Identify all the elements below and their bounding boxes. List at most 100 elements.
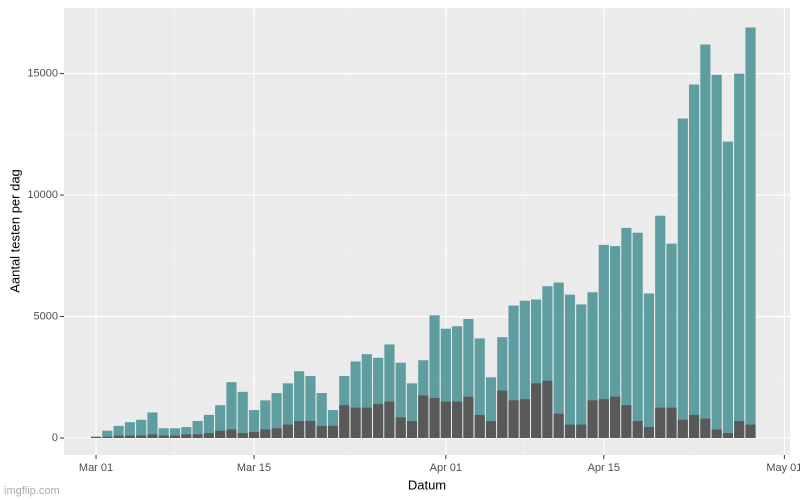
bar bbox=[260, 400, 271, 438]
y-tick-label: 5000 bbox=[34, 310, 58, 322]
bar bbox=[406, 383, 418, 438]
bar bbox=[294, 371, 305, 438]
bar bbox=[294, 420, 305, 438]
bar bbox=[373, 357, 384, 438]
bar bbox=[452, 326, 463, 438]
bar bbox=[643, 427, 655, 438]
bar bbox=[361, 354, 372, 438]
bar bbox=[316, 425, 327, 438]
bar bbox=[463, 318, 474, 438]
bar bbox=[677, 419, 688, 438]
bar bbox=[734, 420, 745, 438]
bar bbox=[384, 344, 395, 438]
bar bbox=[350, 361, 361, 438]
bar bbox=[711, 74, 722, 438]
x-tick-label: Mar 01 bbox=[79, 462, 113, 474]
bar bbox=[102, 436, 113, 438]
bar bbox=[553, 282, 564, 438]
x-tick-label: Apr 01 bbox=[430, 462, 462, 474]
bar bbox=[373, 403, 384, 438]
bar bbox=[237, 433, 248, 438]
bar bbox=[113, 435, 124, 438]
bar bbox=[215, 405, 226, 438]
bar bbox=[508, 400, 519, 438]
bar bbox=[136, 419, 147, 438]
bar bbox=[689, 84, 700, 438]
bar bbox=[463, 396, 474, 438]
bar bbox=[576, 424, 587, 438]
bar bbox=[474, 338, 485, 438]
bar bbox=[666, 407, 677, 438]
bar bbox=[158, 428, 169, 438]
bar bbox=[248, 410, 260, 438]
bar bbox=[226, 382, 237, 438]
bar bbox=[632, 232, 643, 438]
bar bbox=[745, 27, 756, 438]
bar bbox=[519, 300, 530, 438]
bar bbox=[497, 337, 508, 438]
bar bbox=[361, 407, 372, 438]
bar bbox=[587, 400, 598, 438]
bar bbox=[124, 435, 135, 438]
bar bbox=[102, 430, 113, 438]
bar bbox=[395, 362, 406, 438]
bar bbox=[147, 412, 158, 438]
bar bbox=[677, 118, 688, 438]
bar bbox=[745, 424, 756, 438]
bar bbox=[147, 434, 158, 438]
bar bbox=[621, 405, 632, 438]
bar bbox=[203, 433, 214, 438]
bar bbox=[711, 429, 722, 438]
bar bbox=[519, 399, 530, 438]
y-tick-label: 15000 bbox=[27, 67, 58, 79]
x-tick-label: Apr 15 bbox=[588, 462, 620, 474]
bars bbox=[90, 27, 756, 438]
bar bbox=[305, 376, 316, 438]
bar bbox=[181, 434, 192, 438]
bar bbox=[192, 420, 203, 438]
bar bbox=[452, 401, 463, 438]
bar bbox=[485, 420, 497, 438]
bar bbox=[643, 293, 655, 438]
bar bbox=[576, 304, 587, 438]
bar bbox=[316, 393, 327, 438]
bar bbox=[260, 429, 271, 438]
bar bbox=[621, 227, 632, 438]
bar bbox=[282, 383, 293, 438]
bar bbox=[226, 429, 237, 438]
bar bbox=[564, 294, 576, 438]
x-tick-label: May 01 bbox=[766, 462, 800, 474]
bar bbox=[305, 420, 316, 438]
bar bbox=[169, 435, 181, 438]
bar bbox=[440, 401, 451, 438]
bar bbox=[497, 390, 508, 438]
bar bbox=[169, 428, 181, 438]
bar bbox=[203, 414, 214, 438]
bar bbox=[181, 427, 192, 438]
bar bbox=[136, 435, 147, 438]
bar bbox=[440, 328, 451, 438]
bar bbox=[610, 246, 621, 438]
bar bbox=[598, 244, 609, 438]
bar bbox=[689, 414, 700, 438]
y-tick-label: 10000 bbox=[27, 189, 58, 201]
watermark: imgflip.com bbox=[4, 485, 60, 497]
bar bbox=[271, 393, 282, 438]
bar bbox=[406, 420, 418, 438]
bar bbox=[327, 425, 339, 438]
bar bbox=[734, 73, 745, 438]
bar bbox=[700, 44, 711, 438]
bar bbox=[215, 430, 226, 438]
bar bbox=[564, 424, 576, 438]
bar bbox=[248, 431, 260, 438]
bar bbox=[474, 414, 485, 438]
bar bbox=[587, 292, 598, 438]
bar bbox=[429, 397, 440, 438]
bar bbox=[655, 215, 666, 438]
bar bbox=[384, 401, 395, 438]
bar bbox=[531, 299, 542, 438]
bar bbox=[542, 380, 553, 438]
bar bbox=[632, 420, 643, 438]
bar bbox=[418, 395, 429, 438]
